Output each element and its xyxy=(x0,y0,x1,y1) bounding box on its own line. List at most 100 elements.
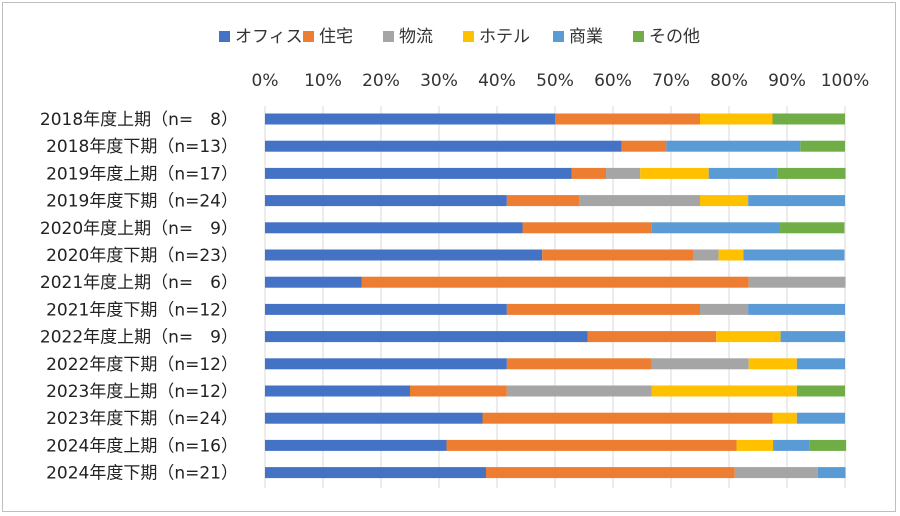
bar-segment-13-4 xyxy=(817,467,846,479)
category-label-10: 2023年度上期（n=12） xyxy=(46,382,238,402)
legend-swatch-1 xyxy=(303,31,314,42)
bar-segment-3-1 xyxy=(506,195,580,207)
legend-label-1: 住宅 xyxy=(319,27,353,47)
bar-segment-3-0 xyxy=(265,195,507,207)
bar-segment-9-0 xyxy=(265,358,507,370)
y-axis-labels: 2018年度上期（n= 8） 2018年度下期（n=13） 2019年度上期（n=1… xyxy=(40,110,238,484)
legend-swatch-2 xyxy=(383,31,394,42)
gridlines xyxy=(264,106,846,488)
category-label-8: 2022年度上期（n= 9） xyxy=(40,328,238,348)
bar-segment-11-1 xyxy=(482,412,773,424)
legend-swatch-0 xyxy=(219,31,230,42)
category-label-9: 2022年度下期（n=12） xyxy=(46,355,238,375)
bar-segment-1-0 xyxy=(265,140,622,152)
x-tick-label-2: 20% xyxy=(362,71,400,91)
bar-segment-13-0 xyxy=(265,467,486,479)
bar-segment-0-0 xyxy=(265,113,555,125)
x-tick-label-3: 30% xyxy=(420,71,458,91)
bar-segment-0-3 xyxy=(700,113,773,125)
bar-segment-4-0 xyxy=(265,222,523,234)
bar-segment-7-2 xyxy=(700,303,749,315)
bar-segment-11-0 xyxy=(265,412,483,424)
category-label-3: 2019年度下期（n=24） xyxy=(46,192,238,212)
bar-segment-13-1 xyxy=(485,467,735,479)
bar-segment-4-4 xyxy=(651,222,781,234)
bar-segment-7-1 xyxy=(506,303,700,315)
bar-segment-8-1 xyxy=(587,331,717,343)
legend: オフィス 住宅 物流 ホテル 商業 その他 xyxy=(219,27,700,47)
bar-segment-7-4 xyxy=(748,303,845,315)
bar-segment-10-3 xyxy=(651,385,797,397)
bar-segment-1-4 xyxy=(666,140,801,152)
bar-segment-5-0 xyxy=(265,249,543,261)
x-tick-label-7: 70% xyxy=(652,71,690,91)
category-label-11: 2023年度下期（n=24） xyxy=(46,409,238,429)
bar-segment-9-3 xyxy=(748,358,797,370)
bar-segment-9-1 xyxy=(506,358,652,370)
bar-segment-3-3 xyxy=(700,195,749,207)
bar-segment-1-1 xyxy=(621,140,667,152)
bar-segment-11-4 xyxy=(796,412,845,424)
x-tick-label-8: 80% xyxy=(710,71,748,91)
category-label-4: 2020年度上期（n= 9） xyxy=(40,219,238,239)
category-label-0: 2018年度上期（n= 8） xyxy=(40,110,238,130)
bar-segment-10-1 xyxy=(410,385,507,397)
bar-segment-2-4 xyxy=(708,167,778,179)
bar-segment-5-4 xyxy=(743,249,845,261)
bar-segment-11-3 xyxy=(772,412,797,424)
x-tick-label-10: 100% xyxy=(821,71,870,91)
bar-segment-13-2 xyxy=(734,467,818,479)
category-label-5: 2020年度下期（n=23） xyxy=(46,246,238,266)
legend-label-3: ホテル xyxy=(479,27,530,47)
category-label-13: 2024年度下期（n=21） xyxy=(46,464,238,484)
bar-segment-5-2 xyxy=(693,249,719,261)
category-label-7: 2021年度下期（n=12） xyxy=(46,300,238,320)
category-label-1: 2018年度下期（n=13） xyxy=(46,137,238,157)
bar-segment-12-0 xyxy=(265,439,447,451)
legend-swatch-3 xyxy=(463,31,474,42)
bar-segment-2-1 xyxy=(571,167,607,179)
legend-swatch-5 xyxy=(633,31,644,42)
legend-label-0: オフィス xyxy=(235,27,303,47)
bar-segment-9-2 xyxy=(651,358,749,370)
legend-label-4: 商業 xyxy=(569,27,603,47)
x-tick-label-9: 90% xyxy=(768,71,806,91)
x-axis-ticks: 0% 10% 20% 30% 40% 50% 60% 70% 80% 90% 100% xyxy=(252,71,870,91)
category-label-6: 2021年度上期（n= 6） xyxy=(40,273,238,293)
bar-segment-5-3 xyxy=(718,249,744,261)
category-label-2: 2019年度上期（n=17） xyxy=(46,164,238,184)
bar-segment-2-0 xyxy=(265,167,572,179)
bar-segment-1-5 xyxy=(800,140,845,152)
bar-segment-12-1 xyxy=(446,439,737,451)
bar-segment-6-2 xyxy=(748,276,846,288)
bar-segment-2-2 xyxy=(606,167,641,179)
bar-segment-12-5 xyxy=(809,439,847,451)
legend-label-2: 物流 xyxy=(399,27,433,47)
bar-segment-3-2 xyxy=(579,195,700,207)
bar-segment-8-3 xyxy=(716,331,781,343)
bar-segment-6-0 xyxy=(265,276,362,288)
x-tick-label-6: 60% xyxy=(594,71,632,91)
bar-segment-5-1 xyxy=(542,249,694,261)
bar-segment-3-4 xyxy=(748,195,845,207)
bar-segment-6-1 xyxy=(361,276,749,288)
bar-segment-2-5 xyxy=(777,167,846,179)
bar-segment-8-0 xyxy=(265,331,588,343)
bar-segment-9-4 xyxy=(796,358,845,370)
bar-segment-0-1 xyxy=(555,113,700,125)
legend-swatch-4 xyxy=(553,31,564,42)
bar-segment-8-4 xyxy=(780,331,845,343)
legend-label-5: その他 xyxy=(649,27,700,47)
x-tick-label-1: 10% xyxy=(304,71,342,91)
bar-segment-10-5 xyxy=(796,385,845,397)
bar-segment-12-3 xyxy=(736,439,774,451)
x-tick-label-5: 50% xyxy=(536,71,574,91)
category-label-12: 2024年度上期（n=16） xyxy=(46,436,238,456)
x-tick-label-4: 40% xyxy=(478,71,516,91)
bar-segment-4-5 xyxy=(780,222,845,234)
bar-segment-4-1 xyxy=(522,222,652,234)
x-tick-label-0: 0% xyxy=(252,71,279,91)
bar-segment-7-0 xyxy=(265,303,507,315)
